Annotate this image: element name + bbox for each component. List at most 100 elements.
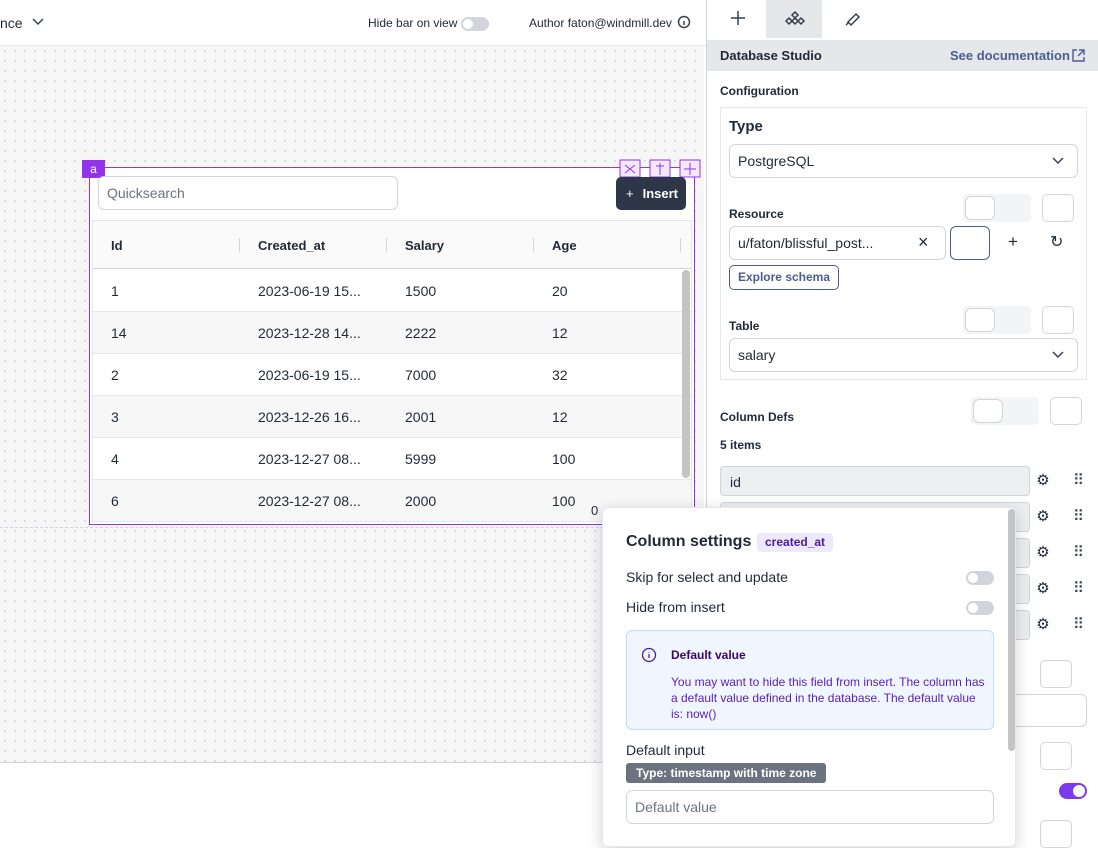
type-select[interactable]: PostgreSQL: [729, 144, 1078, 178]
panel-header: [707, 40, 1098, 71]
alert-text: You may want to hide this field from ins…: [671, 675, 985, 721]
table-header: [93, 221, 691, 269]
settings-button[interactable]: ⚙: [1036, 544, 1050, 561]
clear-icon[interactable]: ×: [918, 232, 929, 252]
table-row[interactable]: 14 2023-12-28 14... 2222 12: [93, 312, 691, 354]
static-mode[interactable]: [973, 399, 1003, 423]
table-cell: 2023-12-27 08...: [258, 493, 361, 509]
column-header[interactable]: Salary: [405, 238, 445, 253]
table-select[interactable]: salary: [729, 338, 1078, 372]
type-badge: Type: timestamp with time zone: [626, 763, 827, 783]
config-box: [720, 107, 1087, 380]
settings-button[interactable]: ⚙: [1036, 616, 1050, 633]
settings-button[interactable]: ⚙: [1036, 580, 1050, 597]
section-label: Configuration: [720, 84, 799, 98]
connect-button[interactable]: [1040, 660, 1072, 688]
table-cell: 2000: [405, 493, 437, 509]
mode-toggle[interactable]: [963, 194, 1031, 222]
alert: [626, 630, 994, 730]
column-item[interactable]: id: [720, 466, 1030, 496]
table-row[interactable]: 6 2023-12-27 08... 2000 100: [93, 480, 691, 521]
static-mode[interactable]: [965, 196, 995, 220]
hide-bar-label: Hide bar on view: [368, 16, 458, 30]
mode-toggle[interactable]: [963, 306, 1031, 334]
bottom-area: [0, 762, 706, 839]
table-row[interactable]: 4 2023-12-27 08... 5999 100: [93, 438, 691, 480]
menu-label[interactable]: nce: [0, 15, 23, 31]
table-scrollbar[interactable]: [682, 270, 690, 478]
docs-link[interactable]: See documentation: [950, 48, 1070, 63]
component-id[interactable]: a: [82, 160, 105, 178]
table-cell: 6: [111, 493, 119, 509]
table-cell: 4: [111, 451, 119, 467]
edit-resource[interactable]: [950, 226, 990, 260]
table-row[interactable]: 2 2023-06-19 15... 7000 32: [93, 354, 691, 396]
drag-handle[interactable]: ⠿: [1073, 544, 1084, 561]
tab-icons[interactable]: [728, 8, 868, 28]
external-icon: [1072, 49, 1085, 62]
settings-button[interactable]: ⚙: [1036, 508, 1050, 525]
table-cell: 1: [111, 283, 119, 299]
connect-button[interactable]: [1040, 820, 1072, 848]
settings-button[interactable]: ⚙: [1036, 472, 1050, 489]
alert-icon: [641, 647, 657, 663]
column-header[interactable]: Id: [111, 238, 123, 253]
column-separator: [680, 238, 681, 252]
table-cell: 32: [552, 367, 568, 383]
drag-handle[interactable]: ⠿: [1073, 472, 1084, 489]
connect-button[interactable]: [1040, 742, 1072, 770]
default-input[interactable]: Default value: [626, 790, 994, 824]
table-cell: 2023-06-19 15...: [258, 367, 361, 383]
refresh[interactable]: ↻: [1050, 234, 1064, 251]
column-separator: [533, 238, 534, 252]
table-cell: 100: [552, 451, 576, 467]
add-resource[interactable]: +: [1008, 232, 1018, 251]
static-mode[interactable]: [965, 308, 995, 332]
table-row[interactable]: 1 2023-06-19 15... 1500 20: [93, 270, 691, 312]
column-separator: [239, 238, 240, 252]
quicksearch[interactable]: Quicksearch: [98, 176, 398, 210]
type-label: Type: [729, 118, 763, 135]
chevron: [1052, 157, 1064, 165]
table-cell: 2023-12-27 08...: [258, 451, 361, 467]
connect-button[interactable]: [1042, 306, 1074, 334]
skip-label: Skip for select and update: [626, 569, 788, 585]
table-cell: 2001: [405, 409, 437, 425]
input[interactable]: [1010, 694, 1087, 727]
explore-button[interactable]: Explore schema: [729, 265, 839, 290]
table-cell: 2023-06-19 15...: [258, 283, 361, 299]
canvas-boundary: [0, 527, 704, 528]
column-header[interactable]: Created_at: [258, 238, 326, 253]
mode-toggle[interactable]: [971, 397, 1039, 425]
hide-toggle[interactable]: [966, 601, 994, 615]
drag-handle[interactable]: ⠿: [1073, 616, 1084, 633]
table-cell: 20: [552, 283, 568, 299]
table-cell: 100: [552, 493, 576, 509]
insert-button[interactable]: + Insert: [616, 177, 686, 210]
top-bar: [0, 0, 706, 46]
column-badge: created_at: [757, 533, 834, 552]
table-row[interactable]: 3 2023-12-26 16... 2001 12: [93, 396, 691, 438]
resource-input[interactable]: u/faton/blissful_post...: [729, 226, 946, 260]
info-icon: [677, 15, 691, 29]
table: Id Created_at Salary Age 1 2023-06-19 15... 15…: [92, 220, 692, 522]
toggle-on[interactable]: [1059, 783, 1087, 799]
hide-label: Hide from insert: [626, 599, 725, 615]
hide-bar-toggle[interactable]: [461, 17, 489, 31]
alert-title: Default value: [671, 648, 746, 662]
connect-button[interactable]: [1042, 194, 1074, 222]
table-cell: 14: [111, 325, 127, 341]
chevron: [1052, 351, 1064, 359]
drag-handle[interactable]: ⠿: [1073, 580, 1084, 597]
table-cell: 12: [552, 325, 568, 341]
connect-button[interactable]: [1050, 397, 1082, 425]
column-header[interactable]: Age: [552, 238, 577, 253]
popup-scrollbar[interactable]: [1008, 509, 1015, 751]
skip-toggle[interactable]: [966, 571, 994, 585]
items-count: 5 items: [720, 438, 762, 452]
table-cell: 5999: [405, 451, 437, 467]
component-controls[interactable]: [619, 159, 701, 178]
drag-handle[interactable]: ⠿: [1073, 508, 1084, 525]
table-cell: 2023-12-28 14...: [258, 325, 361, 341]
